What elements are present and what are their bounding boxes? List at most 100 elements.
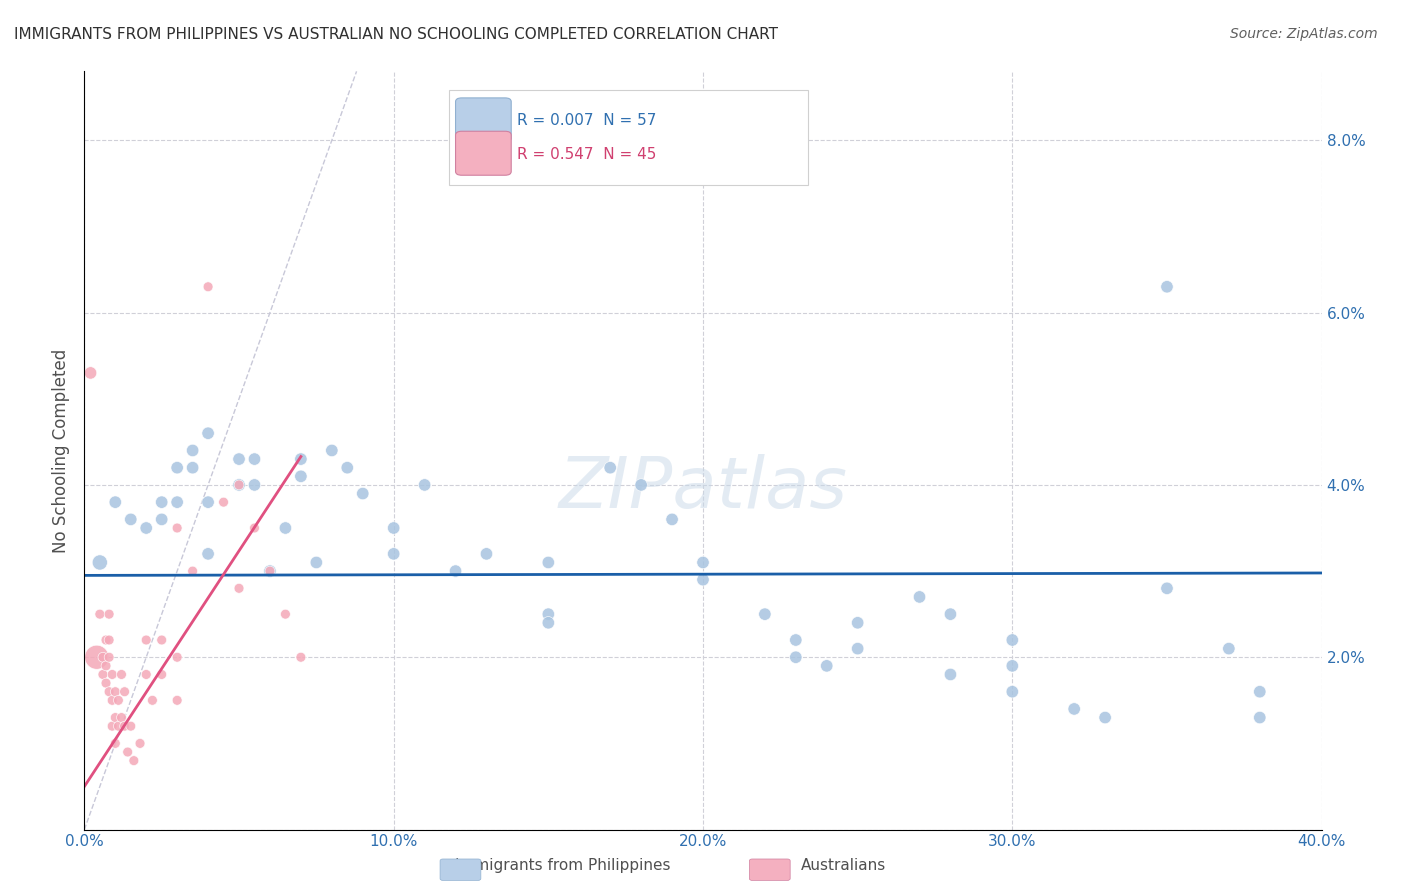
Point xyxy=(110,710,132,724)
Point xyxy=(104,710,127,724)
Point xyxy=(692,556,714,570)
Point xyxy=(98,684,121,698)
Point xyxy=(754,607,776,622)
Point xyxy=(197,426,219,441)
Point xyxy=(91,667,114,681)
Point xyxy=(537,607,560,622)
Y-axis label: No Schooling Completed: No Schooling Completed xyxy=(52,349,70,552)
Point xyxy=(212,495,235,509)
Point xyxy=(1156,279,1178,293)
Point xyxy=(79,366,101,380)
Point xyxy=(1094,710,1116,724)
Point xyxy=(1001,684,1024,698)
Point xyxy=(444,564,467,578)
FancyBboxPatch shape xyxy=(450,90,808,186)
Point xyxy=(122,754,145,768)
Point xyxy=(86,650,108,665)
Text: Source: ZipAtlas.com: Source: ZipAtlas.com xyxy=(1230,27,1378,41)
FancyBboxPatch shape xyxy=(456,98,512,142)
Text: ZIPatlas: ZIPatlas xyxy=(558,454,848,523)
Point xyxy=(150,512,173,526)
Point xyxy=(107,719,129,733)
Point xyxy=(599,460,621,475)
Point xyxy=(692,573,714,587)
Point xyxy=(475,547,498,561)
Point xyxy=(166,521,188,535)
Point xyxy=(166,693,188,707)
Point xyxy=(305,556,328,570)
Point xyxy=(352,486,374,500)
Point xyxy=(243,452,266,467)
Point xyxy=(537,615,560,630)
Point xyxy=(1249,684,1271,698)
FancyBboxPatch shape xyxy=(456,131,512,175)
Point xyxy=(537,556,560,570)
Point xyxy=(1063,702,1085,716)
Point xyxy=(114,719,136,733)
Point xyxy=(228,478,250,492)
Point xyxy=(846,615,869,630)
Point xyxy=(91,650,114,665)
Point xyxy=(98,650,121,665)
Point xyxy=(243,521,266,535)
Point xyxy=(110,667,132,681)
Point xyxy=(228,452,250,467)
Point xyxy=(150,633,173,648)
Point xyxy=(104,736,127,750)
Point xyxy=(382,521,405,535)
Point xyxy=(94,633,117,648)
Point xyxy=(181,460,204,475)
Point xyxy=(166,650,188,665)
Point xyxy=(150,667,173,681)
Point xyxy=(94,658,117,673)
Point xyxy=(939,667,962,681)
Point xyxy=(1249,710,1271,724)
Text: Immigrants from Philippines: Immigrants from Philippines xyxy=(454,858,671,872)
Point xyxy=(98,633,121,648)
Point xyxy=(89,607,111,622)
Text: R = 0.547  N = 45: R = 0.547 N = 45 xyxy=(517,147,657,162)
Point xyxy=(630,478,652,492)
Point xyxy=(141,693,163,707)
Point xyxy=(274,521,297,535)
Point xyxy=(939,607,962,622)
Point xyxy=(98,607,121,622)
FancyBboxPatch shape xyxy=(456,128,512,178)
Point xyxy=(94,676,117,690)
Point xyxy=(129,736,152,750)
Point xyxy=(117,745,139,759)
Point xyxy=(321,443,343,458)
Point xyxy=(101,693,124,707)
Point xyxy=(101,719,124,733)
Point xyxy=(785,650,807,665)
Point xyxy=(120,719,142,733)
Point xyxy=(120,512,142,526)
Point xyxy=(1156,582,1178,596)
Point xyxy=(101,667,124,681)
Point xyxy=(846,641,869,656)
Point xyxy=(181,564,204,578)
Point xyxy=(89,556,111,570)
Point xyxy=(1218,641,1240,656)
Point xyxy=(135,667,157,681)
Point xyxy=(181,443,204,458)
Point xyxy=(1001,633,1024,648)
Point xyxy=(336,460,359,475)
Point xyxy=(166,495,188,509)
Point xyxy=(114,684,136,698)
Point xyxy=(274,607,297,622)
Point xyxy=(228,582,250,596)
FancyBboxPatch shape xyxy=(456,95,512,144)
Point xyxy=(785,633,807,648)
Point xyxy=(197,547,219,561)
Point xyxy=(259,564,281,578)
Point xyxy=(661,512,683,526)
Point xyxy=(382,547,405,561)
Point xyxy=(104,684,127,698)
Point xyxy=(104,495,127,509)
Text: Australians: Australians xyxy=(801,858,886,872)
Point xyxy=(815,658,838,673)
Point xyxy=(107,693,129,707)
Point xyxy=(290,452,312,467)
Point xyxy=(413,478,436,492)
